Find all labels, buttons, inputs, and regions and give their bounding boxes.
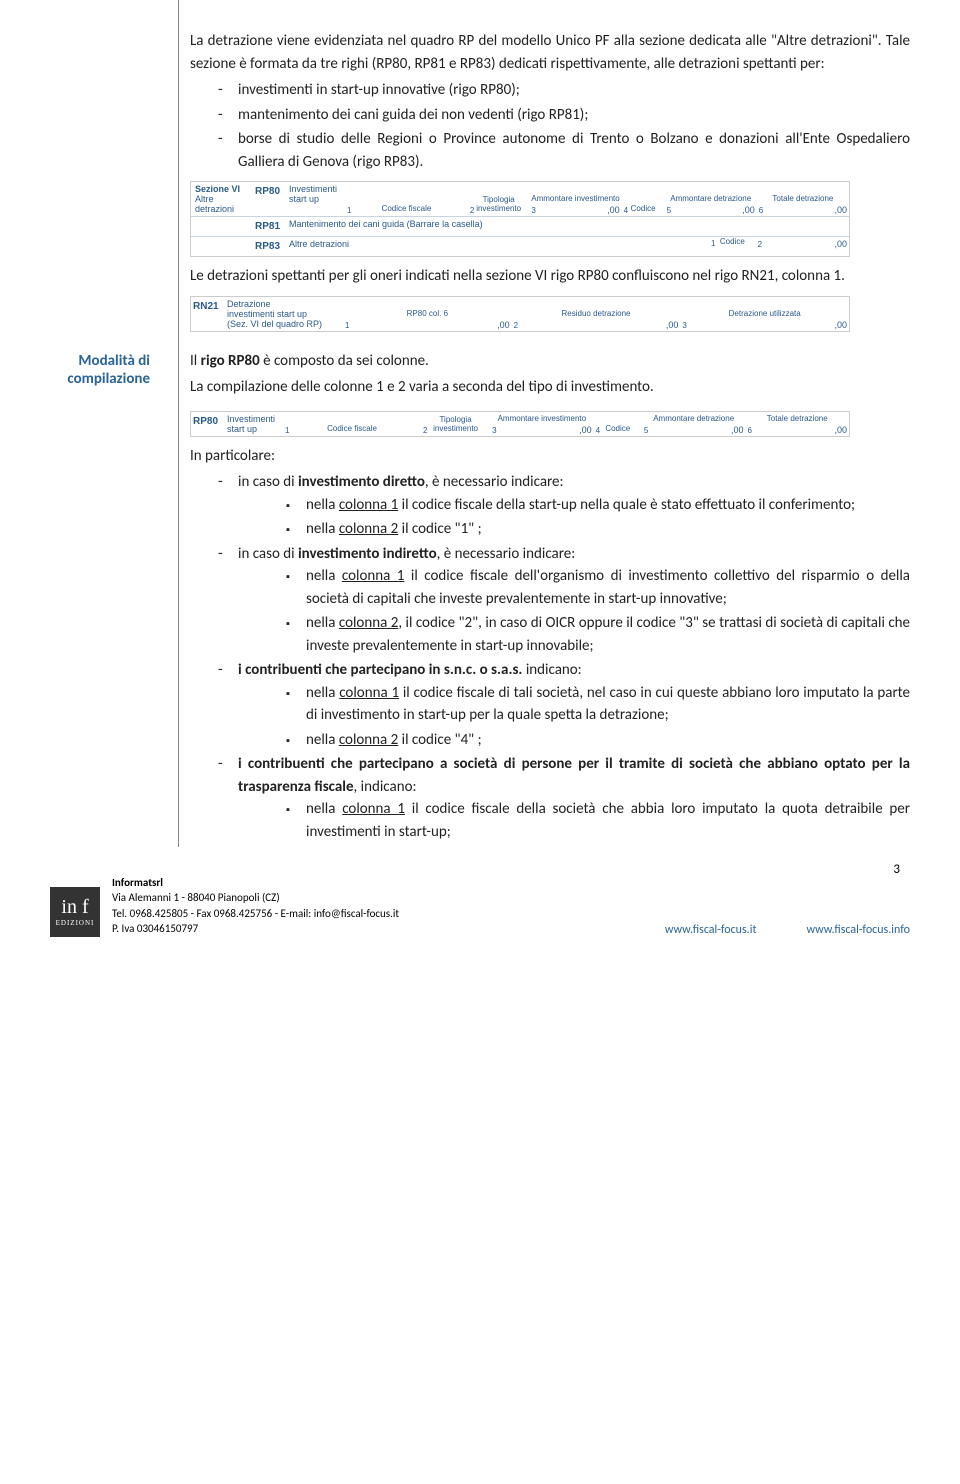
page-number: 3 (893, 862, 900, 877)
form-rn21: RN21 Detrazione investimenti start up (S… (190, 296, 850, 332)
sidebar-modalita: Modalità di compilazione (50, 352, 170, 388)
footer-links: www.fiscal-focus.it www.fiscal-focus.inf… (665, 923, 910, 937)
list1-a: investimenti in start-up innovative (rig… (218, 79, 910, 102)
d4s1: nella colonna 1 il codice fiscale della … (286, 798, 910, 843)
footer-info: Informatsrl Via Alemanni 1 - 88040 Piano… (112, 875, 665, 937)
intro-paragraph: La detrazione viene evidenziata nel quad… (190, 30, 910, 173)
form-rp80-detail: RP80 Investimenti start up Codice fiscal… (190, 411, 850, 437)
detail-list: In particolare: in caso di investimento … (190, 445, 910, 844)
footer: in f EDIZIONI Informatsrl Via Alemanni 1… (0, 865, 960, 957)
footer-logo: in f EDIZIONI (50, 887, 100, 937)
d1s1: nella colonna 1 il codice fiscale della … (286, 494, 910, 517)
form-sezione-vi: Sezione VI Altre detrazioni RP80 Investi… (190, 181, 850, 257)
para4: La compilazione delle colonne 1 e 2 vari… (190, 376, 910, 399)
d2s2: nella colonna 2, il codice "2", in caso … (286, 612, 910, 657)
d3s1: nella colonna 1 il codice fiscale di tal… (286, 682, 910, 727)
footer-link2[interactable]: www.fiscal-focus.info (806, 923, 910, 937)
para3: Il rigo RP80 è composto da sei colonne. (190, 350, 910, 373)
d4: i contribuenti che partecipano a società… (218, 753, 910, 843)
para1: La detrazione viene evidenziata nel quad… (190, 30, 910, 75)
list1-c: borse di studio delle Regioni o Province… (218, 128, 910, 173)
footer-link1[interactable]: www.fiscal-focus.it (665, 923, 757, 937)
modalita-block: Il rigo RP80 è composto da sei colonne. … (190, 350, 910, 399)
list1: investimenti in start-up innovative (rig… (190, 79, 910, 173)
d1s2: nella colonna 2 il codice "1" ; (286, 518, 910, 541)
d2: in caso di investimento indiretto, è nec… (218, 543, 910, 658)
d3: i contribuenti che partecipano in s.n.c.… (218, 659, 910, 751)
d2s1: nella colonna 1 il codice fiscale dell'o… (286, 565, 910, 610)
para2: Le detrazioni spettanti per gli oneri in… (190, 265, 910, 288)
para5: In particolare: (190, 445, 910, 468)
d1: in caso di investimento diretto, è neces… (218, 471, 910, 541)
list1-b: mantenimento dei cani guida dei non vede… (218, 104, 910, 127)
para2-block: Le detrazioni spettanti per gli oneri in… (190, 265, 910, 288)
d3s2: nella colonna 2 il codice "4" ; (286, 729, 910, 752)
